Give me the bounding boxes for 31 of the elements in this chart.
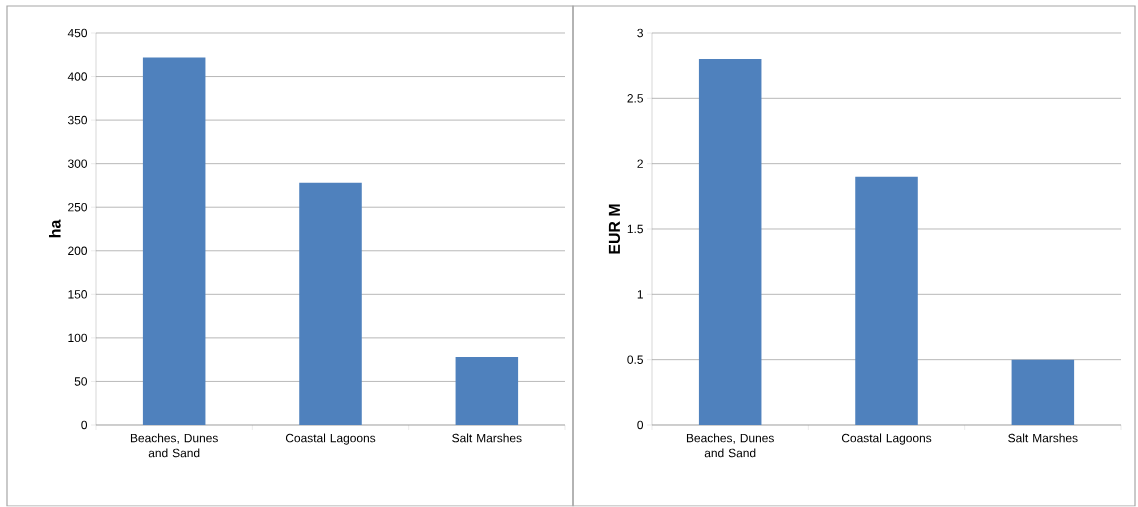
bar xyxy=(698,59,762,426)
y-tick-label: 50 xyxy=(74,377,88,386)
y-tick-label: 2.5 xyxy=(627,94,643,103)
x-tick-label: Coastal Lagoons xyxy=(841,433,932,445)
y-tick-label: 350 xyxy=(67,116,88,125)
y-tick-label: 1 xyxy=(637,290,643,299)
x-tick-label: Salt Marshes xyxy=(452,433,522,443)
y-axis-title: ha xyxy=(48,219,61,238)
y-tick-label: 0.5 xyxy=(627,355,643,365)
y-tick-label: 150 xyxy=(68,290,88,299)
bar xyxy=(1011,359,1075,426)
y-tick-label: 3 xyxy=(637,28,643,38)
y-tick-label: 1.5 xyxy=(627,225,643,234)
x-tick-label: Coastal Lagoons xyxy=(285,433,376,445)
bar xyxy=(455,357,519,426)
y-tick-label: 250 xyxy=(68,203,88,212)
y-tick-label: 300 xyxy=(67,159,88,169)
bar xyxy=(299,183,362,426)
y-tick-label: 0 xyxy=(637,420,644,430)
y-tick-label: 400 xyxy=(67,72,88,81)
bar xyxy=(142,57,206,426)
y-tick-label: 2 xyxy=(637,159,643,169)
y-tick-label: 450 xyxy=(67,28,88,38)
bar xyxy=(855,176,918,426)
y-tick-label: 0 xyxy=(81,420,88,430)
x-tick-label: Beaches, Dunes and Sand xyxy=(686,433,774,458)
x-tick-label: Beaches, Dunes and Sand xyxy=(130,433,218,458)
y-axis-title: EUR M xyxy=(608,204,621,254)
y-tick-label: 200 xyxy=(68,246,88,256)
y-tick-label: 100 xyxy=(68,333,88,343)
x-tick-label: Salt Marshes xyxy=(1008,433,1078,443)
